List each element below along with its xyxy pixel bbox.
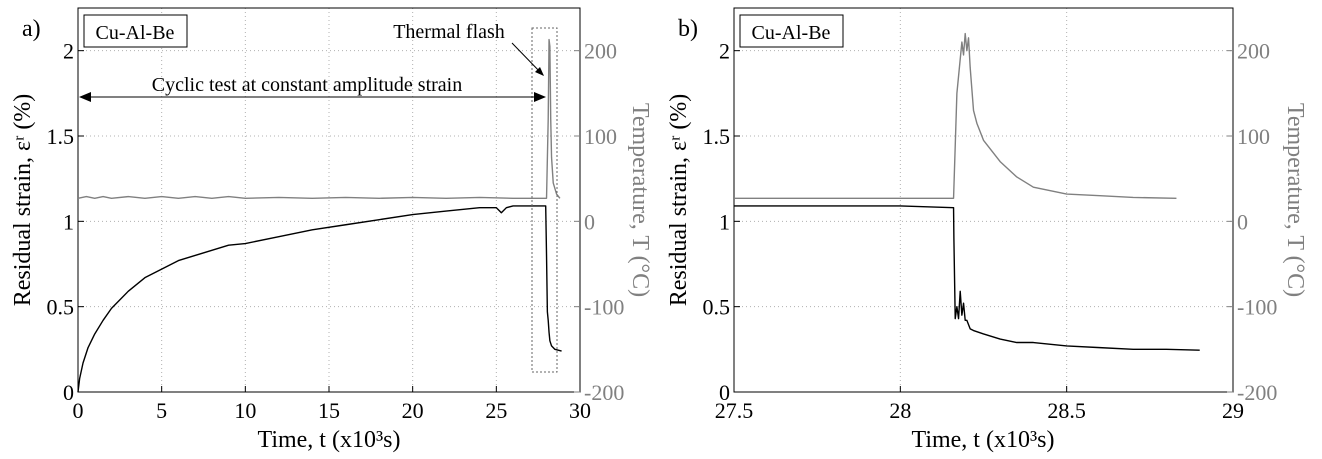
- panel-a-residual-strain-line: [77, 205, 562, 393]
- panel-b-plot-frame: [733, 7, 1234, 393]
- panel-b-y-axis-label: Residual strain, εʳ (%): [666, 94, 692, 307]
- panel-a-y-tick-label: 0.5: [47, 295, 75, 320]
- panel-b-x-tick-label: 28.5: [1047, 398, 1086, 423]
- panel-b-x-tick-label: 28: [889, 398, 911, 423]
- panel-a-y2-tick-label: 0: [584, 209, 595, 234]
- panel-b-y2-tick-label: 200: [1237, 39, 1270, 64]
- panel-a-ticks: 0 5 10 15 20 25 30 0 0.5 1 1.5 2 -200 -100 0 100 200: [47, 39, 625, 423]
- panel-b-residual-strain-line: [734, 205, 1200, 351]
- panel-b-y2-tick-label: 0: [1237, 209, 1248, 234]
- panel-b-y-tick-label: 0: [719, 380, 730, 405]
- panel-a-y-tick-label: 1: [63, 209, 74, 234]
- panel-b: b) 27.5 28 28.5 2900.511.52-200-1000100200 …: [666, 7, 1308, 453]
- panel-a-temperature-line: [77, 38, 561, 199]
- panel-b-y2-tick-label: 100: [1237, 124, 1270, 149]
- panel-a-x-tick-label: 20: [402, 398, 424, 423]
- panel-b-series: [734, 32, 1200, 351]
- cyclic-test-right-arrowhead: [534, 92, 546, 102]
- panel-a: a) 0 5 10 15 20 25 3000.511.52-200-1000100200 …: [10, 7, 653, 453]
- thermal-flash-arrowhead: [535, 67, 544, 76]
- panel-b-grid: [734, 8, 1233, 392]
- thermal-flash-annotation: Thermal flash: [393, 21, 505, 43]
- panel-a-x-tick-label: 5: [156, 398, 167, 423]
- panel-a-x-axis-label: Time, t (x10³s): [258, 427, 401, 453]
- panel-a-y-axis-label: Residual strain, εʳ (%): [10, 94, 36, 307]
- panel-a-series: [77, 38, 562, 393]
- panel-b-y2-tick-label: -200: [1237, 380, 1277, 405]
- panel-a-y2-tick-label: 100: [584, 124, 617, 149]
- panel-a-y2-tick-label: 200: [584, 39, 617, 64]
- panel-a-material-box: [83, 14, 188, 48]
- panel-a-y-tick-label: 2: [63, 39, 74, 64]
- panel-a-y-tick-label: 1.5: [47, 124, 75, 149]
- panel-b-y-tick-label: 1: [719, 209, 730, 234]
- cyclic-test-left-arrowhead: [79, 92, 91, 102]
- panel-a-y-tick-label: 0: [63, 380, 74, 405]
- panel-a-x-tick-label: 25: [485, 398, 507, 423]
- panel-b-material-label: Cu-Al-Be: [752, 22, 831, 44]
- panel-a-label: a): [22, 16, 41, 42]
- panel-b-y-tick-label: 2: [719, 39, 730, 64]
- panel-a-y2-tick-label: -100: [584, 295, 624, 320]
- panel-b-y2-axis-label: Temperature, T (°C): [1282, 103, 1308, 297]
- panel-b-material-box: [739, 14, 844, 48]
- cyclic-test-annotation: Cyclic test at constant amplitude strain: [152, 74, 462, 96]
- panel-b-y2-tick-label: -100: [1237, 295, 1277, 320]
- panel-b-temperature-line: [734, 32, 1177, 199]
- panel-a-grid: [78, 8, 580, 392]
- panel-a-x-tick-label: 15: [318, 398, 340, 423]
- panel-b-y-tick-label: 0.5: [703, 295, 731, 320]
- panel-a-material-label: Cu-Al-Be: [96, 22, 175, 44]
- panel-b-ticks: 27.5 28 28.5 29 0 0.5 1 1.5 2 -200 -100 0 100 200: [703, 39, 1278, 423]
- panel-a-x-tick-label: 30: [569, 398, 591, 423]
- panel-b-x-tick-label: 27.5: [715, 398, 754, 423]
- panel-a-y2-axis-label: Temperature, T (°C): [627, 103, 653, 297]
- panel-b-label: b): [678, 16, 698, 42]
- panel-a-y2-tick-label: -200: [584, 380, 624, 405]
- panel-a-x-tick-label: 10: [234, 398, 256, 423]
- panel-a-x-tick-label: 0: [73, 398, 84, 423]
- panel-b-x-tick-label: 29: [1222, 398, 1244, 423]
- panel-b-x-axis-label: Time, t (x10³s): [912, 427, 1055, 453]
- thermal-flash-box: [531, 27, 558, 373]
- panel-b-y-tick-label: 1.5: [703, 124, 731, 149]
